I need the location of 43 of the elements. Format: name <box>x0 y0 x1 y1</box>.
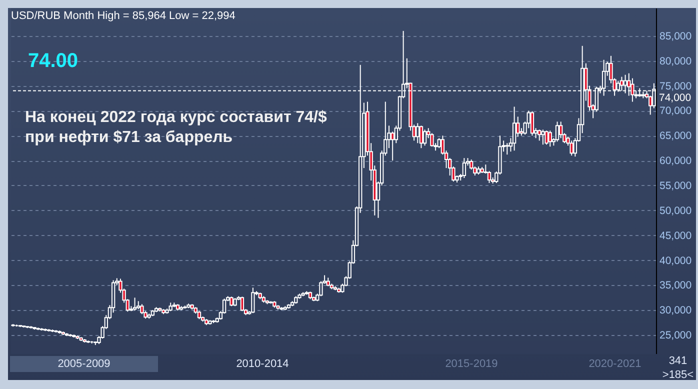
candlestick <box>555 121 560 142</box>
y-tick-label: 75,000 <box>660 80 692 92</box>
candlestick <box>559 121 563 139</box>
text: 2015-2019 <box>444 357 499 372</box>
candlestick <box>462 158 466 179</box>
candlestick <box>419 125 424 149</box>
ref-line-label: 74,000 <box>659 92 692 104</box>
candlestick <box>416 122 420 144</box>
candlestick <box>390 131 394 162</box>
y-tick-label: 45,000 <box>660 230 692 242</box>
candlestick <box>538 129 542 142</box>
text: 2005-2009 <box>10 356 158 372</box>
y-tick-label: 25,000 <box>660 330 692 342</box>
candlestick <box>505 142 509 156</box>
text: 2020-2021 <box>588 357 642 372</box>
text: 2010-2014 <box>235 357 290 372</box>
candlestick <box>240 296 244 312</box>
y-tick-label: 85,000 <box>660 30 692 42</box>
candlestick <box>548 130 552 148</box>
chart-title: USD/RUB Month High = 85,964 Low = 22,994 <box>11 10 236 22</box>
candlestick <box>230 296 234 307</box>
y-tick-label: 70,000 <box>660 105 692 118</box>
candlestick <box>140 304 144 315</box>
y-tick-label: 35,000 <box>660 280 692 292</box>
candlestick <box>570 140 574 156</box>
candlestick <box>132 297 137 312</box>
candlestick <box>422 129 427 146</box>
candlestick <box>544 130 548 146</box>
candlestick <box>541 129 545 146</box>
y-tick-label: 40,000 <box>660 254 692 267</box>
candlestick <box>251 287 255 314</box>
candlestick <box>512 106 516 152</box>
y-tick-label: 65,000 <box>660 130 692 142</box>
annotation: 74.00 <box>28 50 78 73</box>
y-tick-label: 50,000 <box>660 204 692 217</box>
y-tick-label: 60,000 <box>660 155 692 168</box>
text: 341 <box>668 355 688 367</box>
candlestick <box>530 110 534 136</box>
y-tick-label: 30,000 <box>660 304 692 317</box>
text: >185< <box>661 369 695 381</box>
y-tick-label: 80,000 <box>660 55 692 68</box>
annotation: На конец 2022 года курс составит 74/$ при нефти $71 за баррель <box>25 108 328 148</box>
y-tick-label: 55,000 <box>660 180 692 192</box>
